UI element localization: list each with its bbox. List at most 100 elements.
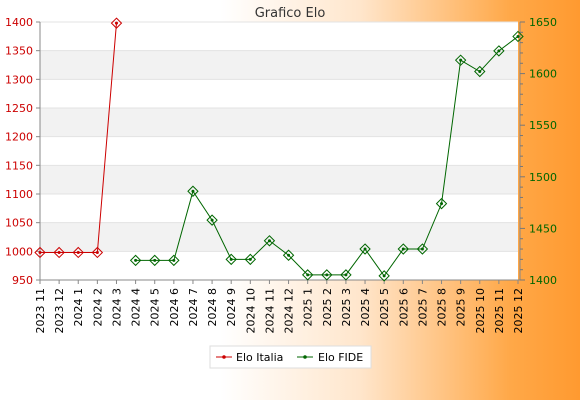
data-marker-elo-fide — [187, 185, 199, 197]
x-axis-tick-label: 2024 8 — [206, 288, 219, 327]
legend: Elo Italia Elo FIDE — [209, 345, 372, 369]
x-axis-tick-label: 2024 1 — [72, 288, 85, 327]
data-marker-elo-fide — [435, 197, 448, 210]
x-axis-tick-label: 2025 12 — [512, 288, 525, 334]
data-marker-elo-italia — [91, 246, 104, 259]
data-point-elo-fide — [325, 273, 329, 277]
data-marker-elo-fide — [129, 254, 142, 267]
x-axis-tick-label: 2025 1 — [302, 288, 315, 327]
data-point-elo-fide — [382, 274, 386, 278]
x-axis-tick-label: 2024 10 — [244, 288, 257, 334]
series — [34, 17, 524, 282]
left-axis-tick-label: 950 — [12, 274, 33, 287]
data-point-elo-fide — [172, 258, 176, 262]
data-point-elo-fide — [363, 247, 367, 251]
legend-label-elo-fide: Elo FIDE — [318, 351, 363, 364]
data-point-elo-fide — [420, 247, 424, 251]
x-axis-tick-label: 2025 4 — [359, 288, 372, 327]
grid-band — [40, 50, 518, 80]
x-axis-tick-label: 2023 11 — [34, 288, 47, 334]
data-marker-elo-fide — [282, 249, 295, 261]
left-axis-tick-label: 1150 — [5, 159, 33, 172]
x-axis-tick-label: 2024 12 — [283, 288, 296, 334]
data-point-elo-fide — [267, 239, 271, 243]
x-axis-tick-label: 2025 11 — [493, 288, 506, 334]
legend-marker-elo-fide — [303, 355, 307, 359]
data-point-elo-fide — [440, 202, 444, 206]
right-axis-tick-label: 1450 — [529, 222, 557, 235]
left-axis-tick-label: 1050 — [5, 217, 33, 230]
grid-band — [40, 108, 518, 137]
data-marker-elo-fide — [493, 45, 505, 57]
data-marker-elo-fide — [168, 254, 180, 267]
data-marker-elo-fide — [244, 253, 257, 266]
data-marker-elo-fide — [321, 269, 333, 281]
data-point-elo-fide — [306, 273, 310, 277]
x-axis-tick-label: 2024 2 — [91, 288, 104, 327]
right-axis: 1400 1450 1500 1550 1600 1650 — [519, 16, 557, 287]
legend-box — [209, 345, 372, 369]
right-axis-tick-label: 1600 — [529, 68, 557, 81]
data-point-elo-fide — [287, 253, 291, 257]
x-axis-tick-label: 2024 4 — [130, 288, 143, 327]
data-point-elo-italia — [76, 250, 80, 254]
grid-band — [40, 222, 518, 252]
legend-marker-elo-italia — [222, 355, 226, 359]
x-axis-tick-label: 2025 6 — [397, 288, 410, 327]
right-axis-tick-label: 1650 — [529, 16, 557, 29]
x-axis-tick-label: 2024 11 — [263, 288, 276, 334]
data-marker-elo-fide — [340, 269, 352, 281]
x-axis-tick-label: 2024 6 — [168, 288, 181, 327]
x-axis-tick-label: 2025 2 — [321, 288, 334, 327]
data-point-elo-italia — [38, 250, 42, 254]
data-marker-elo-fide — [301, 269, 314, 281]
data-marker-elo-fide — [206, 214, 218, 226]
data-point-elo-fide — [191, 189, 195, 193]
x-axis-tick-label: 2025 9 — [455, 288, 468, 327]
data-marker-elo-fide — [397, 243, 409, 255]
data-point-elo-fide — [344, 273, 348, 277]
right-axis-tick-label: 1550 — [529, 119, 557, 132]
left-axis-tick-label: 1250 — [5, 102, 33, 115]
left-axis-tick-label: 1100 — [5, 188, 33, 201]
data-marker-elo-fide — [149, 254, 161, 267]
data-point-elo-fide — [401, 247, 405, 251]
data-marker-elo-fide — [225, 253, 237, 266]
x-axis-tick-label: 2025 8 — [436, 288, 449, 327]
chart-title: Grafico Elo — [255, 6, 326, 21]
data-point-elo-fide — [134, 258, 138, 262]
data-point-elo-italia — [57, 250, 61, 254]
left-axis-tick-label: 1300 — [5, 73, 33, 86]
data-marker-elo-fide — [474, 65, 486, 78]
grid-band — [40, 165, 518, 194]
data-marker-elo-fide — [378, 270, 390, 282]
data-point-elo-fide — [153, 258, 157, 262]
x-axis-tick-label: 2024 9 — [225, 288, 238, 327]
data-marker-elo-fide — [359, 243, 371, 255]
data-marker-elo-italia — [110, 17, 123, 29]
data-marker-elo-fide — [454, 54, 467, 66]
left-axis-tick-label: 1000 — [5, 245, 33, 258]
data-point-elo-italia — [95, 250, 99, 254]
plot-background — [40, 22, 518, 280]
x-axis-tick-label: 2025 5 — [378, 288, 391, 327]
x-axis-tick-label: 2024 3 — [110, 288, 123, 327]
x-axis-tick-label: 2025 10 — [474, 288, 487, 334]
data-marker-elo-fide — [512, 30, 524, 43]
data-point-elo-fide — [478, 70, 482, 74]
data-point-elo-fide — [459, 58, 463, 62]
x-axis-tick-label: 2024 5 — [149, 288, 162, 327]
data-marker-elo-italia — [34, 246, 46, 259]
left-axis-tick-label: 1400 — [5, 16, 33, 29]
right-axis-tick-label: 1500 — [529, 171, 557, 184]
x-axis-tick-label: 2025 7 — [416, 288, 429, 327]
data-point-elo-fide — [248, 257, 252, 261]
left-axis-tick-label: 1200 — [5, 131, 33, 144]
data-marker-elo-fide — [416, 243, 429, 255]
x-axis: 2023 11 2023 12 2024 1 2024 2 2024 3 2024 4 20… — [34, 279, 525, 334]
left-axis: 950 1000 1050 1100 1150 1200 1250 1300 1350 1400 — [5, 16, 41, 287]
data-point-elo-fide — [516, 34, 520, 38]
x-axis-tick-label: 2024 7 — [187, 288, 200, 327]
